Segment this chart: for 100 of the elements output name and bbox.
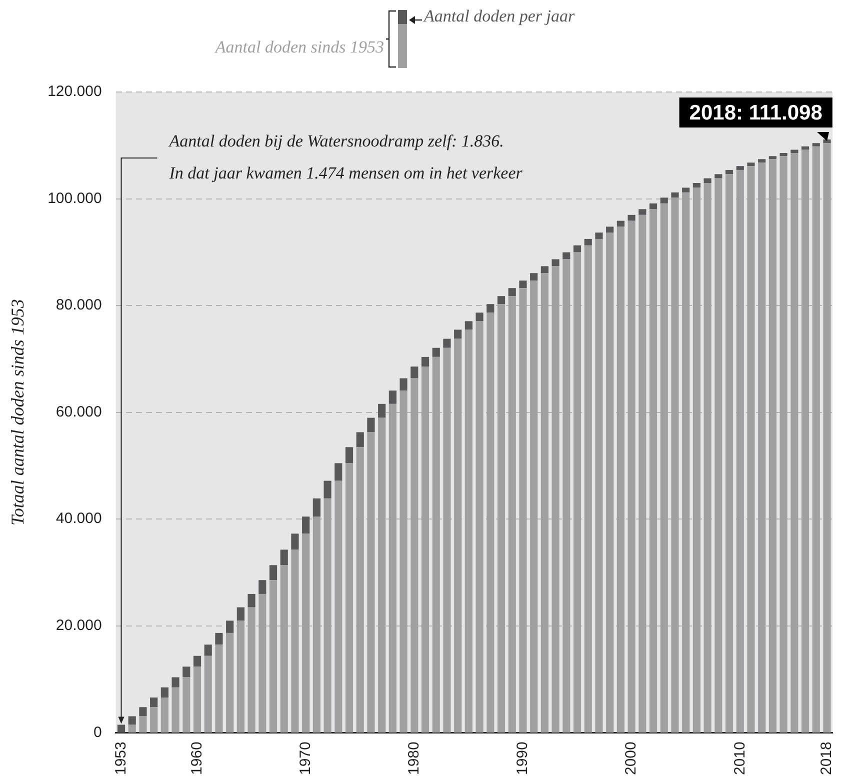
bar (562, 252, 570, 260)
bar (714, 174, 722, 178)
bar (486, 312, 494, 733)
bar (584, 238, 592, 246)
bar (628, 220, 636, 733)
bar (334, 463, 342, 481)
bar (443, 348, 451, 733)
bar (682, 192, 690, 733)
bar (400, 390, 408, 733)
bar (704, 183, 712, 733)
bar (464, 321, 472, 330)
bar (671, 198, 679, 733)
bar (236, 620, 244, 733)
bar (443, 338, 451, 348)
x-tick-label: 1980 (406, 742, 423, 776)
bar (172, 687, 180, 733)
bar (464, 330, 472, 733)
bar (400, 378, 408, 391)
bar (367, 432, 375, 733)
bar (388, 404, 396, 733)
bar (258, 594, 266, 733)
bar (356, 447, 364, 733)
bar (747, 166, 755, 733)
bar (768, 159, 776, 733)
bar (692, 188, 700, 733)
bar (660, 203, 668, 733)
bar (736, 166, 744, 170)
bar (497, 304, 506, 733)
bar (215, 644, 223, 733)
bar (160, 698, 168, 733)
bar (628, 214, 636, 221)
bar (725, 170, 734, 174)
annotation: 2018: 111.098 (689, 101, 823, 124)
bar (573, 252, 582, 733)
bar (497, 296, 506, 304)
bar (236, 607, 244, 621)
x-tick-label: 1970 (296, 742, 314, 776)
bar (345, 447, 354, 464)
bar (280, 565, 288, 733)
bar (302, 516, 310, 534)
x-tick-label: 1990 (514, 742, 532, 776)
bar (780, 153, 788, 156)
y-tick-label: 0 (93, 724, 102, 741)
bar (248, 594, 256, 608)
bar (595, 232, 603, 239)
bar (616, 220, 624, 227)
bar (226, 620, 234, 633)
bar (378, 404, 386, 418)
bar (638, 214, 646, 733)
bar (345, 463, 354, 733)
bar (758, 162, 766, 733)
bar (193, 656, 202, 667)
x-tick-label: 1960 (188, 742, 206, 776)
bar (204, 644, 212, 656)
bar (139, 716, 147, 733)
y-axis-title: Totaal aantal doden sinds 1953 (8, 299, 28, 526)
bar (421, 356, 430, 367)
bar (378, 418, 386, 733)
bar (454, 330, 462, 339)
x-tick-label: 2010 (731, 742, 748, 776)
bar (790, 153, 798, 733)
bar (269, 580, 278, 733)
bar (454, 338, 462, 733)
bar (736, 170, 744, 733)
bar (725, 174, 734, 733)
bar (269, 565, 278, 580)
bar (519, 288, 527, 733)
bar (410, 366, 418, 378)
bar (160, 687, 168, 698)
bar (682, 188, 690, 192)
bar (204, 656, 212, 733)
bar (508, 288, 516, 296)
bar (638, 209, 646, 215)
bar (312, 516, 320, 733)
bar (182, 677, 190, 733)
bar (747, 162, 755, 166)
bar (606, 226, 614, 233)
x-tick-label: 2000 (622, 742, 640, 776)
bar (606, 232, 614, 733)
bar (584, 245, 592, 733)
bar (476, 312, 484, 322)
bar (649, 203, 658, 210)
bar (182, 666, 190, 678)
bar (476, 321, 484, 733)
x-tick-label: 1953 (112, 742, 130, 776)
bar (291, 550, 299, 733)
bar (367, 418, 375, 432)
bar (388, 390, 396, 404)
bar (128, 724, 136, 733)
bar (540, 273, 548, 733)
bar (768, 156, 776, 160)
bar (128, 716, 136, 725)
bar (486, 304, 494, 313)
bar (801, 150, 810, 733)
bar (258, 580, 266, 594)
bar (649, 209, 658, 733)
bar (540, 266, 548, 274)
x-tick-label: 2018 (818, 742, 836, 776)
bar (714, 178, 722, 733)
bar (324, 480, 332, 498)
